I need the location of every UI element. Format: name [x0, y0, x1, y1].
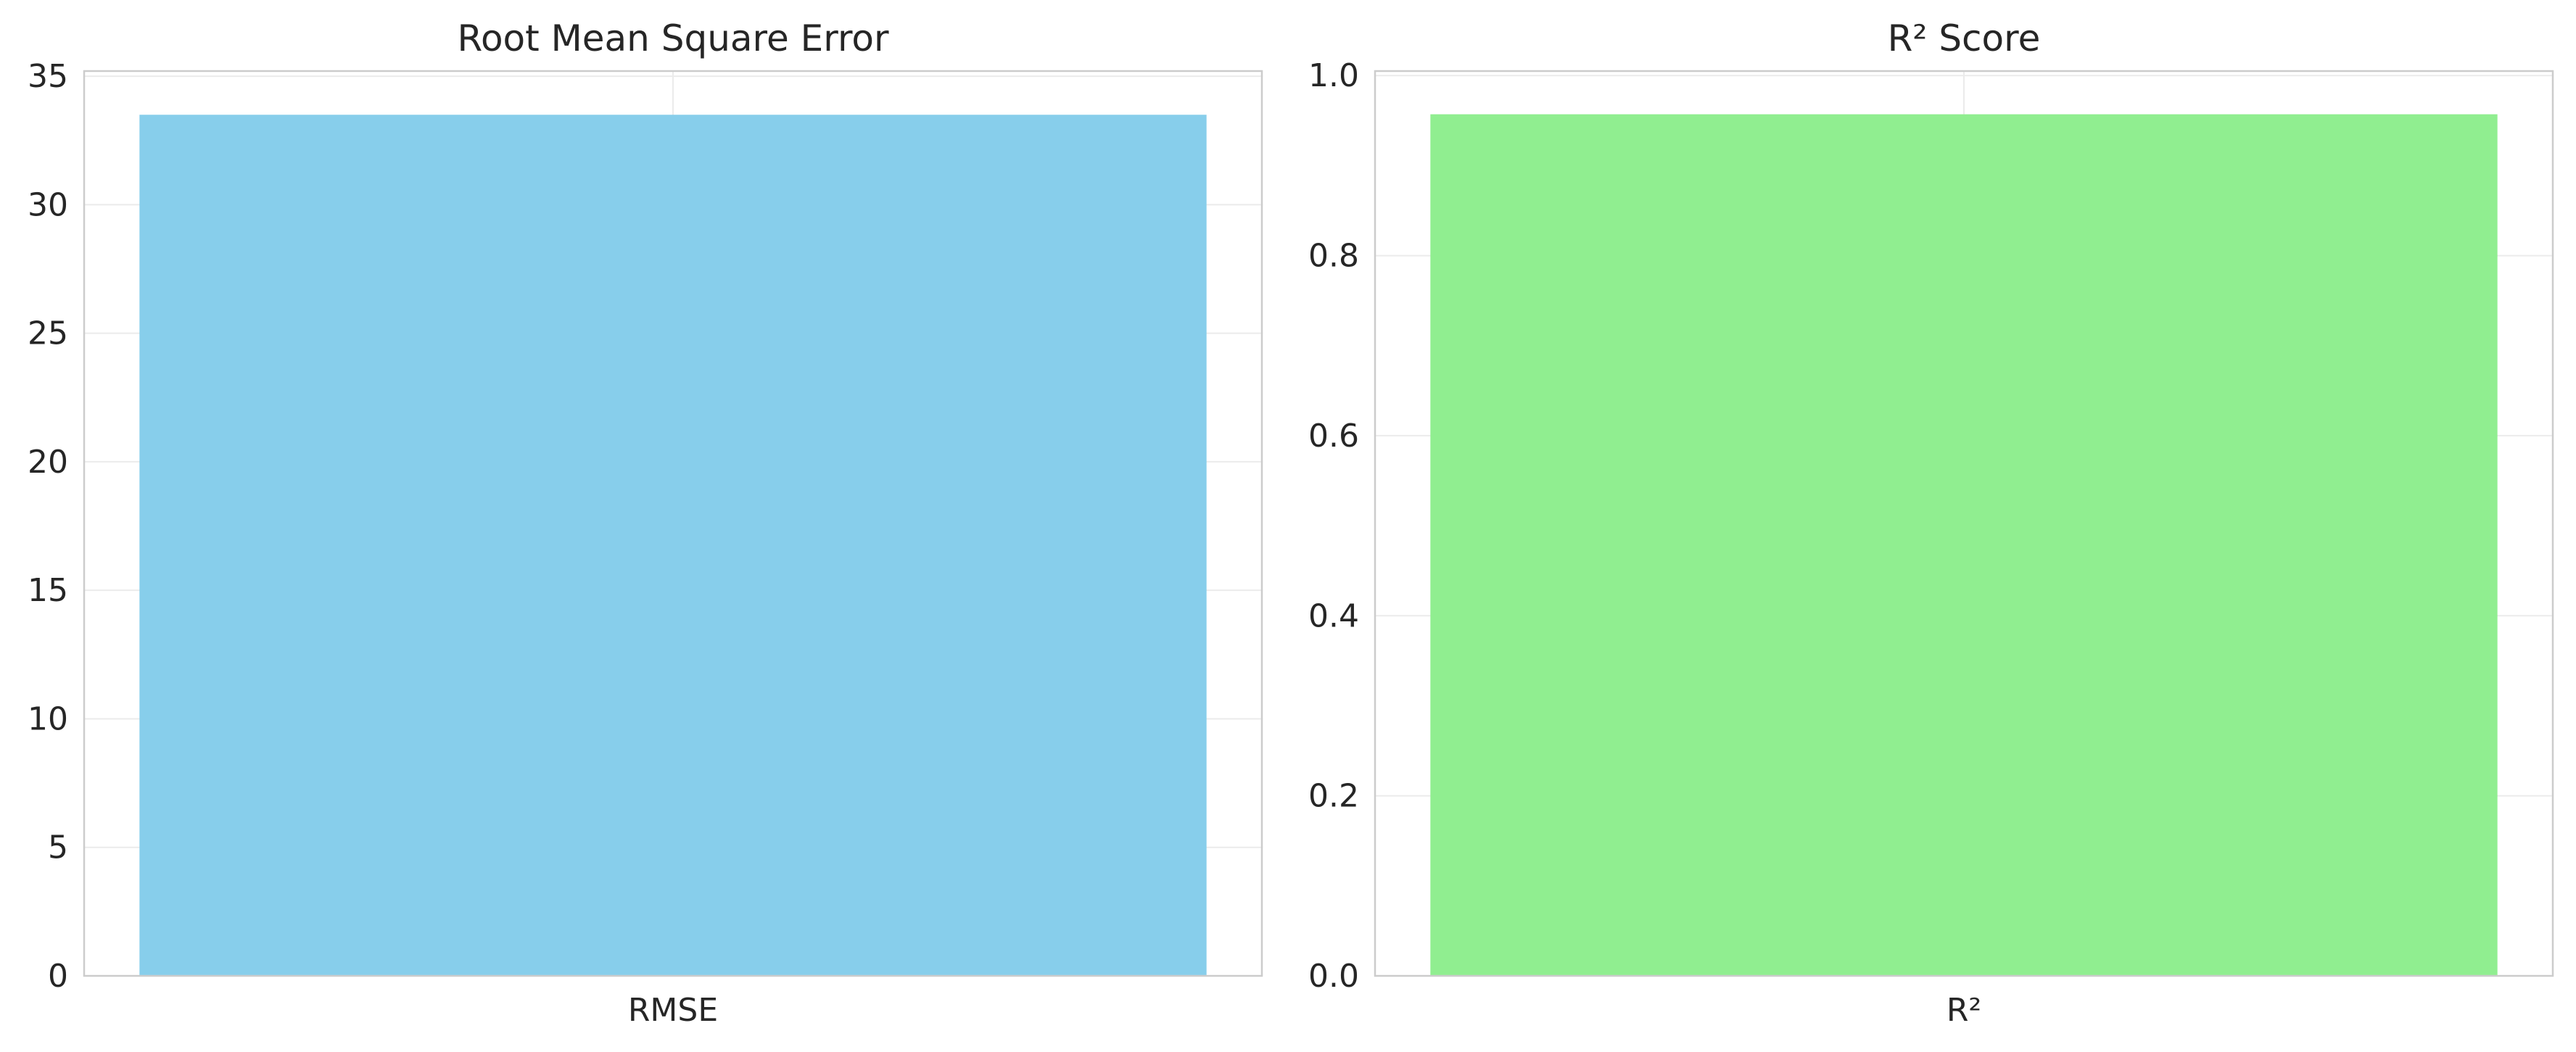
- r2-bar: [1430, 114, 2498, 977]
- rmse-bar: [139, 115, 1207, 977]
- rmse-bars: [139, 115, 1207, 977]
- rmse-chart: Root Mean Square Error 0 5 10 15 20 25 30 35 RM…: [28, 17, 1263, 1029]
- r2-y-tick-label: 0.8: [1308, 238, 1359, 275]
- rmse-chart-title: Root Mean Square Error: [457, 17, 889, 59]
- rmse-y-tick-label: 20: [28, 444, 68, 481]
- r2-plot-frame: [1374, 70, 2554, 977]
- r2-x-axis: R²: [1947, 992, 1981, 1029]
- rmse-y-tick-label: 0: [48, 958, 68, 995]
- rmse-x-tick-label: RMSE: [628, 992, 718, 1029]
- rmse-y-tick-label: 15: [28, 572, 68, 609]
- rmse-y-axis: 0 5 10 15 20 25 30 35: [28, 58, 68, 995]
- r2-y-tick-label: 0.2: [1308, 778, 1359, 815]
- r2-y-tick-label: 0.6: [1308, 418, 1359, 455]
- r2-y-tick-label: 1.0: [1308, 57, 1359, 94]
- rmse-y-tick-label: 35: [28, 58, 68, 95]
- rmse-y-tick-label: 10: [28, 700, 68, 737]
- r2-x-tick-label: R²: [1947, 992, 1981, 1029]
- r2-chart: R² Score 0.0 0.2 0.4 0.6 0.8 1.0 R²: [1308, 17, 2554, 1029]
- rmse-y-tick-label: 5: [48, 829, 68, 866]
- rmse-x-axis: RMSE: [628, 992, 718, 1029]
- rmse-plot-frame: [83, 70, 1263, 977]
- r2-y-tick-label: 0.4: [1308, 597, 1359, 634]
- r2-y-axis: 0.0 0.2 0.4 0.6 0.8 1.0: [1308, 57, 1359, 995]
- rmse-y-tick-label: 25: [28, 315, 68, 352]
- r2-bars: [1430, 114, 2498, 977]
- r2-chart-title: R² Score: [1888, 17, 2041, 59]
- r2-y-tick-label: 0.0: [1308, 958, 1359, 995]
- rmse-y-tick-label: 30: [28, 186, 68, 223]
